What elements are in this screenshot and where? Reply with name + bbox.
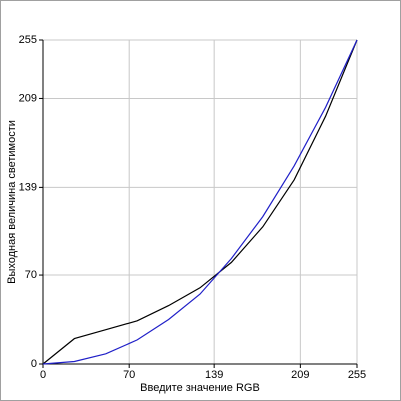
y-tick-label: 255 xyxy=(19,34,37,46)
x-tick-label: 139 xyxy=(205,369,223,381)
y-tick-label: 0 xyxy=(31,358,37,370)
x-tick-label: 209 xyxy=(291,369,309,381)
x-tick-label: 0 xyxy=(40,369,46,381)
x-tick-label: 255 xyxy=(348,369,366,381)
y-axis-label: Выходная величина светимости xyxy=(6,120,18,284)
series-line xyxy=(42,39,358,365)
x-tick-label: 70 xyxy=(123,369,135,381)
series-line xyxy=(42,39,358,365)
y-tick-label: 209 xyxy=(19,92,37,104)
y-tick-label: 70 xyxy=(25,269,37,281)
x-axis-label: Введите значение RGB xyxy=(140,382,260,394)
y-tick-label: 139 xyxy=(19,181,37,193)
